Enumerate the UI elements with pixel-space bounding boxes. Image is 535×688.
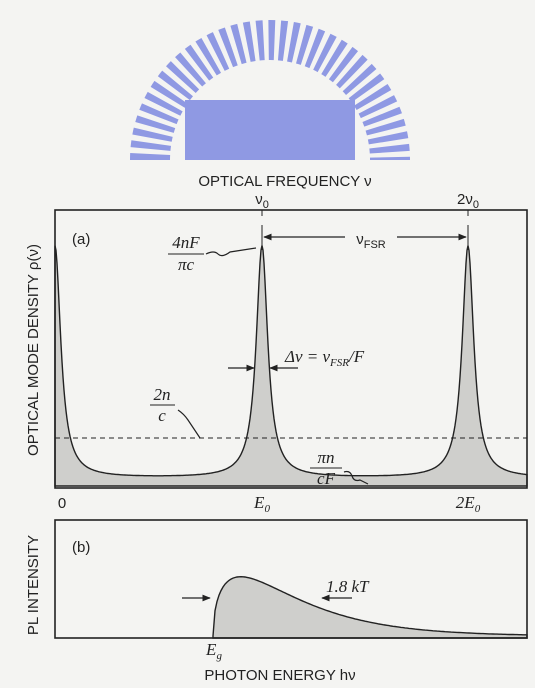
min-label: πn: [317, 448, 334, 467]
top-tick: 2ν0: [457, 191, 479, 211]
leader: [205, 247, 257, 257]
panel-label: (b): [72, 539, 90, 556]
mean-label: 2n: [154, 385, 171, 404]
width-label: Δν = νFSR/F: [284, 347, 365, 369]
peak-label: 4nF: [172, 233, 200, 252]
leader: [177, 409, 201, 439]
x-tick: E0: [253, 493, 270, 515]
x-title: PHOTON ENERGY hν: [204, 667, 355, 684]
peak-label: πc: [178, 255, 195, 274]
edge-label: Eg: [205, 640, 222, 662]
fsr-label: νFSR: [356, 231, 386, 251]
mode-density-curve: [54, 245, 528, 487]
x-tick: 2E0: [456, 493, 481, 515]
panel-label: (a): [72, 231, 90, 248]
leader: [343, 470, 369, 485]
y-label: PL INTENSITY: [25, 535, 42, 635]
top-axis-title: OPTICAL FREQUENCY ν: [198, 173, 371, 190]
watermark: [130, 20, 410, 161]
y-label: OPTICAL MODE DENSITY ρ(ν): [25, 244, 42, 456]
pl-width-label: 1.8 kT: [326, 577, 370, 596]
x-tick: 0: [58, 495, 66, 512]
panel-b-frame: [54, 519, 528, 639]
mean-label: c: [158, 406, 166, 425]
top-tick: ν0: [255, 191, 269, 211]
pl-curve: [212, 575, 528, 639]
min-label: cF: [317, 469, 336, 488]
panel-a-frame: [54, 209, 528, 489]
